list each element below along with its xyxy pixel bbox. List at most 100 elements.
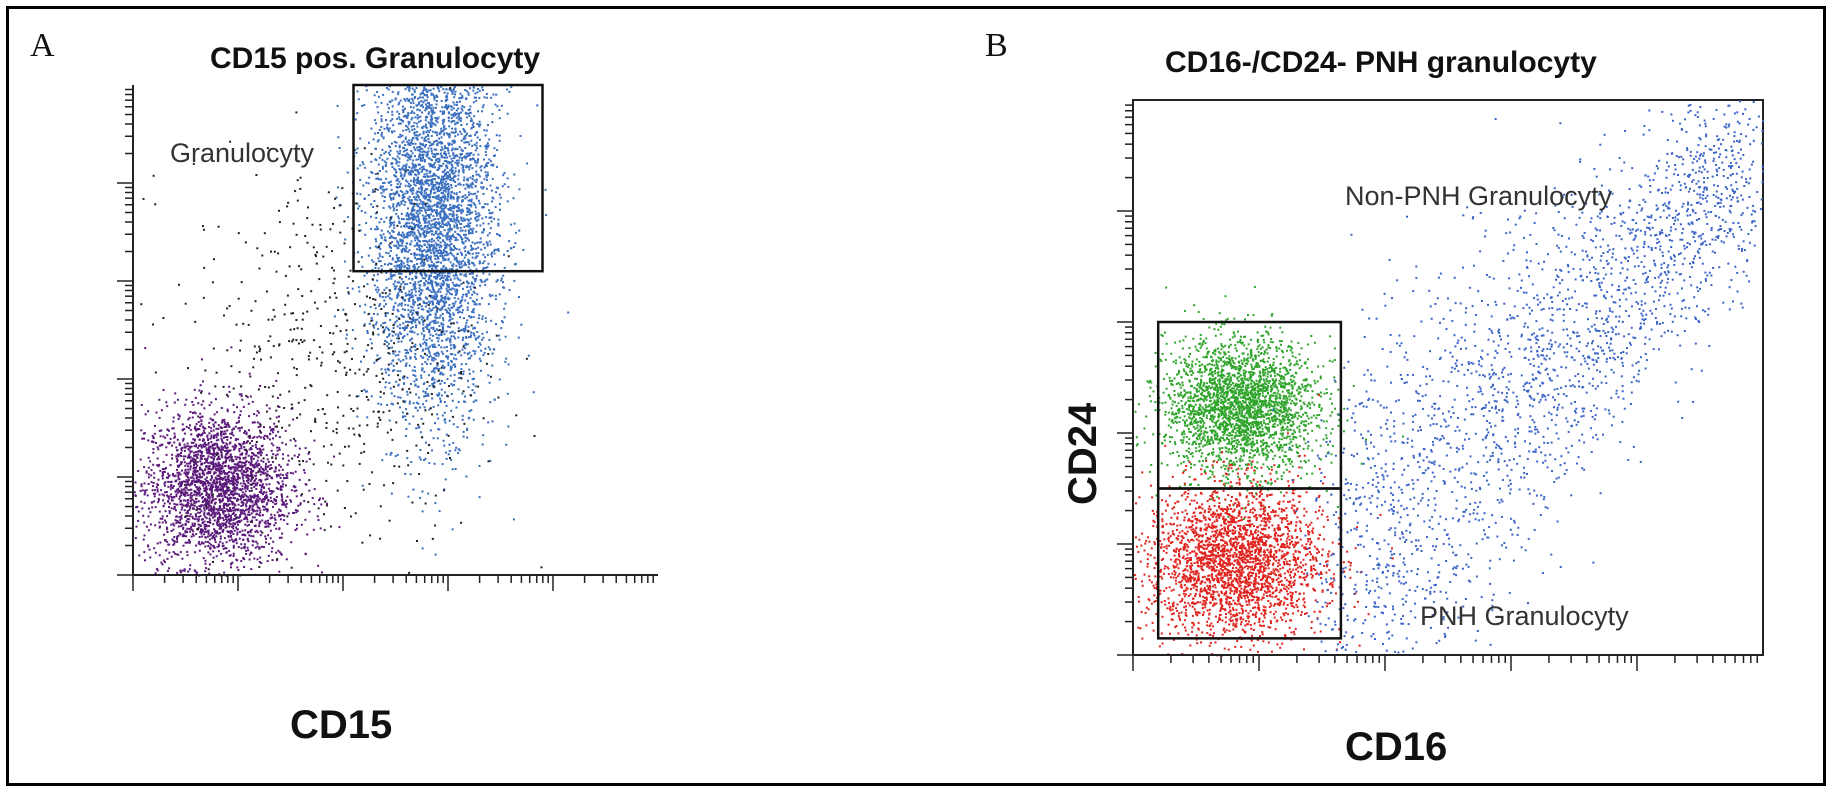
scatter-point	[272, 437, 274, 440]
scatter-point	[224, 461, 227, 464]
scatter-point	[201, 535, 204, 538]
scatter-point	[279, 518, 282, 521]
scatter-point	[440, 100, 443, 102]
scatter-point	[251, 507, 254, 510]
scatter-point	[473, 96, 476, 99]
scatter-point	[408, 422, 411, 425]
scatter-point	[419, 167, 422, 170]
scatter-point	[467, 291, 470, 294]
scatter-point	[415, 277, 417, 280]
scatter-point	[450, 117, 453, 120]
scatter-point	[369, 306, 372, 308]
scatter-point	[416, 117, 419, 120]
scatter-point	[207, 480, 210, 483]
scatter-point	[172, 420, 175, 423]
scatter-point	[485, 93, 488, 95]
scatter-point	[182, 544, 185, 547]
scatter-point	[251, 482, 254, 485]
scatter-point	[400, 251, 403, 254]
scatter-point	[468, 232, 470, 235]
scatter-point	[214, 442, 217, 445]
scatter-point	[376, 91, 379, 93]
scatter-point	[397, 304, 400, 307]
scatter-point	[193, 445, 196, 448]
scatter-point	[399, 406, 401, 409]
scatter-point	[409, 202, 412, 205]
scatter-point	[166, 515, 169, 518]
scatter-point	[198, 486, 201, 489]
scatter-point	[207, 442, 210, 444]
scatter-point	[233, 529, 236, 532]
scatter-point	[147, 473, 150, 476]
scatter-point	[460, 163, 463, 166]
scatter-point	[147, 410, 150, 413]
scatter-point	[216, 443, 219, 446]
scatter-point	[415, 134, 418, 137]
scatter-point	[376, 140, 379, 143]
scatter-point	[214, 462, 217, 465]
scatter-point	[155, 486, 158, 489]
scatter-point	[400, 278, 403, 281]
scatter-point	[225, 508, 228, 511]
scatter-point	[281, 485, 284, 488]
scatter-point	[172, 543, 175, 546]
scatter-point	[264, 535, 267, 538]
scatter-point	[176, 519, 179, 522]
scatter-point	[366, 390, 369, 393]
scatter-point	[268, 489, 271, 492]
scatter-point	[253, 503, 256, 506]
scatter-point	[498, 139, 501, 142]
scatter-point	[224, 547, 227, 549]
scatter-point	[192, 477, 195, 480]
scatter-point	[425, 131, 428, 134]
scatter-point	[179, 473, 182, 476]
scatter-point	[437, 236, 440, 239]
scatter-point	[243, 543, 246, 546]
scatter-point	[471, 183, 474, 186]
scatter-point	[236, 462, 239, 465]
scatter-point	[185, 486, 188, 489]
scatter-point	[454, 272, 457, 275]
scatter-point	[359, 305, 361, 308]
scatter-point	[223, 506, 225, 509]
scatter-point	[213, 512, 216, 515]
scatter-point	[256, 452, 259, 454]
scatter-point	[397, 116, 400, 119]
scatter-point	[179, 551, 182, 554]
scatter-point	[245, 501, 248, 504]
scatter-point	[399, 122, 402, 125]
scatter-point	[205, 517, 208, 520]
scatter-point	[210, 475, 213, 477]
scatter-point	[220, 552, 223, 555]
scatter-point	[430, 135, 433, 137]
scatter-point	[498, 338, 501, 341]
scatter-point	[256, 558, 259, 561]
scatter-point	[210, 401, 213, 404]
scatter-point	[233, 468, 236, 471]
scatter-point	[402, 262, 405, 265]
scatter-point	[475, 268, 478, 271]
scatter-point	[437, 337, 440, 340]
scatter-point	[184, 494, 187, 497]
scatter-point	[466, 436, 469, 439]
scatter-point	[400, 225, 403, 228]
scatter-point	[321, 571, 323, 574]
scatter-point	[436, 329, 439, 332]
scatter-point	[467, 302, 470, 305]
scatter-point	[465, 152, 468, 155]
scatter-point	[434, 106, 437, 109]
scatter-point	[191, 515, 194, 518]
scatter-point	[467, 109, 470, 111]
scatter-point	[506, 88, 509, 91]
scatter-point	[181, 469, 183, 472]
scatter-point	[211, 516, 214, 519]
scatter-point	[175, 446, 178, 449]
scatter-point	[237, 498, 239, 501]
scatter-point	[370, 316, 373, 319]
scatter-point	[452, 154, 455, 157]
scatter-point	[210, 488, 213, 491]
scatter-point	[216, 445, 219, 447]
scatter-point	[439, 230, 442, 233]
scatter-point	[419, 96, 422, 99]
scatter-point	[429, 309, 432, 312]
